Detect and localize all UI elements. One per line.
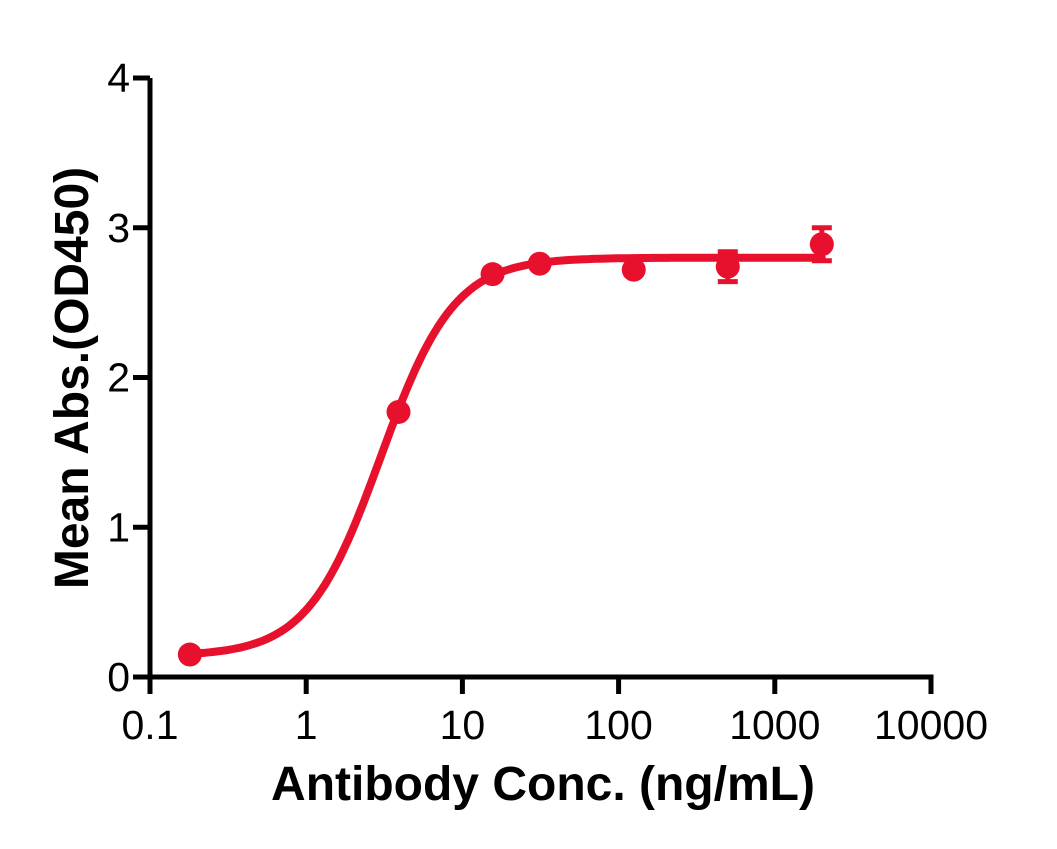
x-axis-title: Antibody Conc. (ng/mL) <box>271 758 815 811</box>
data-point <box>621 257 646 282</box>
data-point <box>480 262 505 287</box>
data-point <box>715 254 740 279</box>
y-tick-label: 0 <box>107 654 130 700</box>
y-axis-title: Mean Abs.(OD450) <box>46 167 99 589</box>
data-point <box>527 251 552 276</box>
x-tick-label: 10000 <box>874 702 988 748</box>
y-tick-label: 4 <box>107 55 130 101</box>
x-tick-label: 1000 <box>729 702 820 748</box>
data-point <box>809 232 834 257</box>
fit-curve <box>185 253 826 658</box>
y-tick-label: 1 <box>107 504 130 550</box>
x-tick-label: 0.1 <box>122 702 179 748</box>
data-point <box>177 642 202 667</box>
x-tick-label: 100 <box>584 702 652 748</box>
y-tick-label: 3 <box>107 205 130 251</box>
x-tick-label: 1 <box>295 702 318 748</box>
y-tick-label: 2 <box>107 355 130 401</box>
x-tick-label: 10 <box>440 702 486 748</box>
data-point <box>386 399 411 424</box>
